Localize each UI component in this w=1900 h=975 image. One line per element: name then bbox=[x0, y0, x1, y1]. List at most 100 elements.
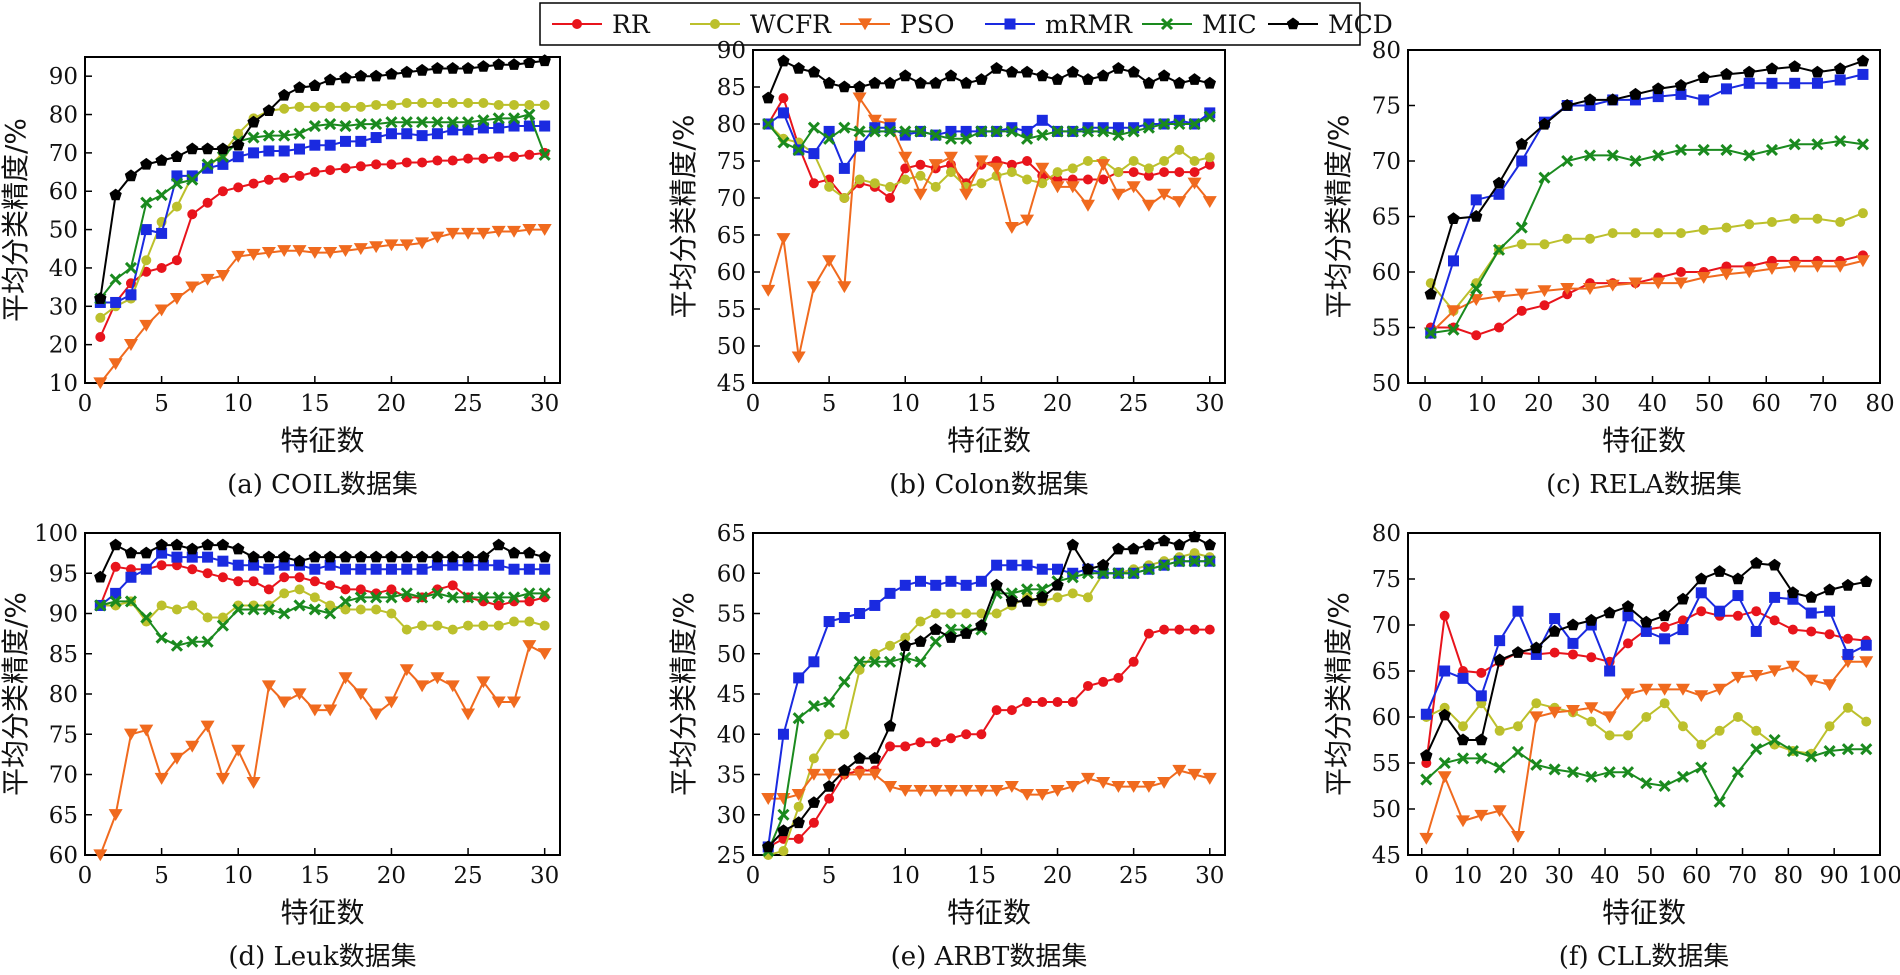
y-tick-label: 75 bbox=[1372, 567, 1401, 593]
data-point bbox=[1567, 637, 1579, 649]
y-tick-label: 55 bbox=[1372, 316, 1401, 342]
data-point bbox=[1806, 626, 1817, 637]
y-axis-label: 平均分类精度/% bbox=[1322, 592, 1355, 796]
data-point bbox=[1512, 605, 1524, 617]
data-point bbox=[838, 675, 851, 688]
legend-marker bbox=[710, 19, 720, 29]
data-point bbox=[1842, 702, 1853, 713]
chart-panel-1: 0 5 10 15 20 25 30 10 20 30 40 50 60 70 80 90 特征数 平均分类精度/… bbox=[0, 54, 561, 500]
series-pso bbox=[1423, 255, 1870, 340]
data-point bbox=[187, 600, 198, 611]
data-point bbox=[807, 796, 821, 808]
data-point bbox=[960, 76, 973, 89]
data-point bbox=[1766, 217, 1777, 228]
data-point bbox=[929, 129, 942, 142]
data-point bbox=[155, 538, 168, 551]
data-point bbox=[1052, 167, 1063, 178]
data-point bbox=[1143, 163, 1154, 174]
series-line bbox=[767, 628, 1210, 848]
data-point bbox=[415, 237, 430, 250]
data-point bbox=[990, 62, 1003, 74]
data-point bbox=[325, 101, 336, 112]
data-point bbox=[1750, 625, 1762, 637]
x-tick-label: 90 bbox=[1820, 863, 1849, 889]
data-point bbox=[354, 591, 367, 604]
y-tick-label: 30 bbox=[717, 803, 746, 829]
data-point bbox=[1696, 271, 1711, 284]
panel-caption: (d) Leuk数据集 bbox=[228, 942, 416, 972]
data-point bbox=[943, 785, 958, 797]
data-point bbox=[1203, 110, 1216, 123]
data-point bbox=[1713, 795, 1726, 808]
x-tick-label: 20 bbox=[377, 391, 406, 417]
series-line bbox=[767, 95, 1211, 358]
data-point bbox=[898, 151, 913, 164]
data-point bbox=[1082, 680, 1093, 691]
data-point bbox=[248, 147, 260, 159]
data-point bbox=[309, 563, 321, 575]
data-point bbox=[824, 793, 835, 804]
data-point bbox=[823, 695, 836, 709]
data-point bbox=[155, 189, 168, 202]
y-tick-label: 70 bbox=[1372, 613, 1401, 639]
data-point bbox=[1021, 583, 1034, 596]
data-point bbox=[463, 620, 474, 631]
data-point bbox=[507, 112, 521, 125]
data-point bbox=[1695, 587, 1707, 599]
data-point bbox=[839, 193, 850, 203]
data-point bbox=[1052, 592, 1063, 603]
series-line bbox=[99, 564, 545, 607]
data-point bbox=[476, 676, 491, 689]
data-point bbox=[1204, 107, 1216, 119]
data-point bbox=[944, 623, 957, 636]
data-point bbox=[325, 165, 336, 176]
plot-frame bbox=[84, 532, 561, 856]
y-tick-label: 65 bbox=[1372, 205, 1401, 231]
data-point bbox=[537, 223, 552, 236]
data-point bbox=[1128, 156, 1139, 166]
data-point bbox=[1067, 163, 1078, 174]
data-point bbox=[1036, 583, 1049, 596]
data-point bbox=[277, 245, 292, 257]
panel-caption: (c) RELA数据集 bbox=[1546, 470, 1742, 500]
data-point bbox=[401, 128, 413, 140]
data-point bbox=[478, 620, 489, 631]
series-line bbox=[767, 552, 1211, 856]
legend-item-wcfr: WCFR bbox=[690, 10, 832, 39]
data-point bbox=[477, 122, 489, 134]
data-point bbox=[1720, 143, 1733, 156]
y-tick-label: 95 bbox=[49, 561, 78, 587]
chart-panel-4: 0 5 10 15 20 25 30 60 65 70 75 80 85 90 95 100 特征数 平均分类精度… bbox=[0, 521, 561, 972]
data-point bbox=[1204, 152, 1215, 163]
data-point bbox=[431, 62, 444, 74]
data-point bbox=[1696, 739, 1707, 750]
data-point bbox=[1420, 708, 1432, 720]
data-point bbox=[808, 656, 820, 668]
legend-marker bbox=[1286, 17, 1300, 30]
x-tick-label: 10 bbox=[891, 863, 920, 889]
data-point bbox=[1731, 766, 1745, 779]
data-point bbox=[140, 157, 153, 170]
data-point bbox=[1567, 649, 1578, 660]
data-point bbox=[1583, 93, 1597, 106]
data-point bbox=[248, 559, 260, 571]
y-tick-label: 85 bbox=[49, 642, 78, 668]
data-point bbox=[1530, 758, 1543, 771]
x-tick-label: 15 bbox=[300, 863, 329, 889]
data-point bbox=[1584, 100, 1596, 111]
data-point bbox=[493, 99, 504, 110]
chart-panel-6: 0 10 20 30 40 50 60 70 80 90 100 45 50 55 60 65 70 75 80 特征… bbox=[1322, 521, 1900, 972]
data-point bbox=[400, 116, 413, 129]
data-point bbox=[538, 587, 551, 600]
series-rr bbox=[95, 147, 550, 342]
data-point bbox=[1159, 156, 1170, 166]
data-point bbox=[354, 69, 367, 82]
data-point bbox=[1720, 83, 1732, 95]
data-point bbox=[1475, 733, 1488, 746]
data-point bbox=[1804, 674, 1819, 687]
data-point bbox=[1142, 76, 1156, 89]
data-point bbox=[353, 243, 368, 256]
data-point bbox=[884, 587, 896, 599]
data-point bbox=[1127, 567, 1140, 580]
data-point bbox=[340, 101, 351, 112]
